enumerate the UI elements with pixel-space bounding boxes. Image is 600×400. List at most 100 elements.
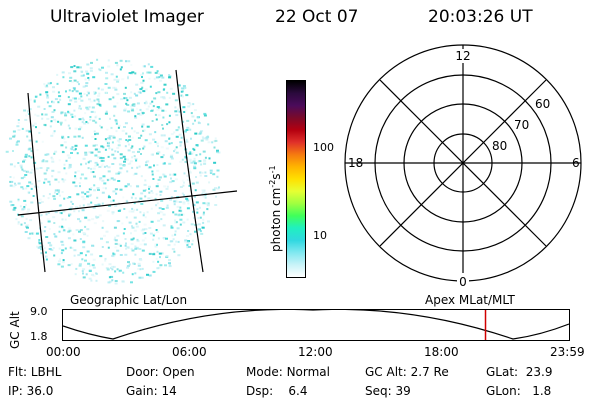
speckle-pixel	[136, 166, 139, 169]
speckle-pixel	[168, 96, 171, 99]
mlt-label-6: 6	[572, 156, 580, 170]
speckle-pixel	[162, 97, 166, 100]
speckle-pixel	[111, 212, 114, 215]
speckle-pixel	[88, 151, 92, 154]
speckle-pixel	[16, 140, 20, 143]
speckle-pixel	[154, 71, 158, 74]
speckle-pixel	[105, 110, 108, 113]
speckle-pixel	[144, 228, 148, 231]
speckle-pixel	[164, 140, 168, 143]
speckle-pixel	[174, 219, 177, 222]
speckle-pixel	[57, 181, 60, 184]
speckle-pixel	[165, 237, 168, 240]
speckle-pixel	[73, 210, 76, 213]
speckle-pixel	[97, 189, 100, 191]
speckle-pixel	[36, 186, 40, 189]
speckle-pixel	[148, 133, 152, 136]
speckle-pixel	[203, 159, 207, 162]
speckle-pixel	[64, 119, 67, 122]
speckle-pixel	[74, 175, 77, 178]
speckle-pixel	[198, 206, 201, 209]
speckle-pixel	[144, 232, 147, 234]
speckle-pixel	[181, 179, 184, 182]
speckle-pixel	[30, 187, 33, 190]
speckle-pixel	[70, 152, 73, 154]
footer-ip: IP: 36.0	[8, 384, 54, 398]
speckle-pixel	[87, 219, 91, 222]
speckle-pixel	[46, 101, 49, 104]
speckle-pixel	[85, 162, 87, 165]
speckle-pixel	[186, 179, 190, 181]
speckle-pixel	[58, 189, 61, 192]
speckle-pixel	[175, 151, 179, 154]
speckle-pixel	[108, 135, 112, 138]
speckle-pixel	[57, 101, 60, 104]
speckle-pixel	[24, 231, 28, 233]
speckle-pixel	[97, 100, 100, 103]
speckle-pixel	[75, 229, 79, 232]
speckle-pixel	[110, 200, 113, 203]
speckle-pixel	[92, 76, 96, 79]
speckle-pixel	[134, 116, 138, 119]
speckle-pixel	[152, 105, 155, 108]
speckle-pixel	[179, 206, 182, 209]
speckle-pixel	[111, 211, 115, 214]
speckle-pixel	[45, 91, 49, 94]
speckle-pixel	[185, 138, 188, 141]
speckle-pixel	[187, 102, 191, 104]
speckle-pixel	[154, 98, 157, 101]
speckle-pixel	[28, 130, 32, 133]
speckle-pixel	[110, 265, 114, 268]
speckle-pixel	[205, 138, 209, 141]
speckle-pixel	[147, 197, 151, 200]
speckle-pixel	[123, 165, 126, 167]
speckle-pixel	[28, 112, 30, 115]
speckle-pixel	[105, 241, 109, 244]
speckle-pixel	[124, 244, 127, 247]
speckle-pixel	[108, 276, 111, 279]
speckle-pixel	[152, 253, 156, 256]
speckle-pixel	[104, 148, 107, 151]
speckle-pixel	[123, 228, 126, 230]
speckle-pixel	[139, 197, 143, 200]
speckle-pixel	[163, 185, 167, 188]
footer-glon: GLon: 1.8	[486, 384, 552, 398]
speckle-pixel	[20, 186, 24, 189]
speckle-pixel	[114, 204, 118, 207]
speckle-pixel	[43, 230, 46, 233]
speckle-pixel	[161, 252, 164, 255]
speckle-pixel	[182, 202, 186, 205]
speckle-pixel	[171, 180, 175, 183]
speckle-pixel	[193, 167, 197, 170]
speckle-pixel	[93, 91, 96, 94]
speckle-pixel	[130, 247, 133, 250]
speckle-pixel	[60, 112, 63, 115]
speckle-pixel	[21, 127, 24, 130]
speckle-pixel	[65, 172, 68, 175]
speckle-pixel	[174, 148, 177, 151]
speckle-pixel	[84, 153, 88, 156]
speckle-pixel	[85, 121, 88, 123]
speckle-pixel	[114, 86, 117, 89]
speckle-pixel	[149, 232, 153, 235]
speckle-pixel	[170, 240, 174, 243]
speckle-pixel	[202, 211, 205, 214]
speckle-pixel	[199, 130, 202, 133]
speckle-pixel	[169, 240, 172, 243]
speckle-pixel	[61, 225, 64, 228]
speckle-pixel	[159, 74, 163, 77]
speckle-pixel	[178, 209, 181, 212]
speckle-pixel	[38, 131, 41, 134]
speckle-pixel	[35, 167, 39, 170]
speckle-pixel	[76, 152, 79, 155]
speckle-pixel	[78, 66, 82, 69]
xtick-0000: 00:00	[46, 345, 81, 359]
speckle-pixel	[17, 119, 20, 121]
speckle-pixel	[140, 229, 144, 232]
speckle-pixel	[114, 150, 117, 153]
speckle-pixel	[108, 204, 112, 207]
speckle-pixel	[40, 252, 43, 255]
speckle-pixel	[141, 123, 145, 126]
speckle-pixel	[212, 140, 216, 143]
speckle-pixel	[76, 81, 79, 84]
